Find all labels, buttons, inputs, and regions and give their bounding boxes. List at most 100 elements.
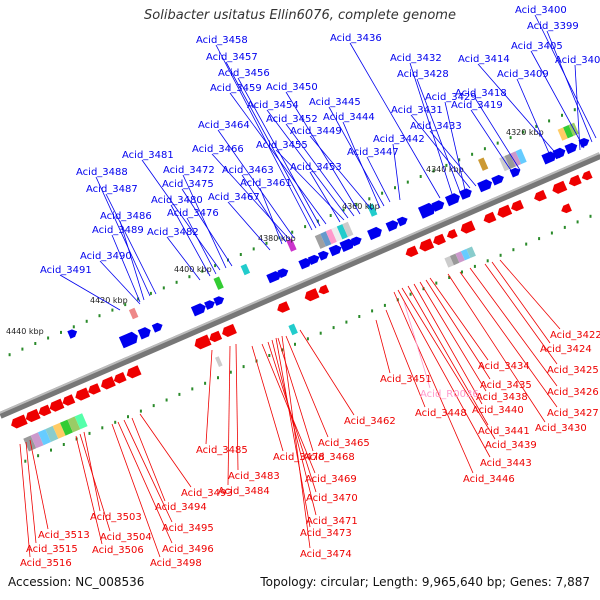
leader-Acid_3430	[447, 273, 546, 423]
gc-block-upper-mid-6	[342, 221, 354, 237]
reverse-gene-15	[304, 288, 320, 302]
leader-Acid_3488	[95, 176, 151, 297]
gene-label-Acid_3470: Acid_3470	[306, 493, 358, 504]
tick-bottom	[576, 220, 579, 224]
gene-label-Acid_3405: Acid_3405	[511, 41, 563, 52]
forward-gene-4	[190, 303, 206, 317]
leader-Acid_3495	[123, 419, 173, 523]
gene-label-Acid_3453: Acid_3453	[290, 162, 342, 173]
reverse-gene-x	[561, 203, 572, 214]
leader-Acid_3442	[392, 143, 401, 201]
tick-top	[239, 253, 242, 256]
tick-bottom	[409, 292, 412, 296]
reverse-gene-23	[497, 204, 513, 218]
gene-label-Acid_3431: Acid_3431	[391, 105, 443, 116]
tick-top	[419, 175, 422, 178]
tick-bottom	[473, 264, 476, 268]
reverse-gene-11	[194, 334, 212, 350]
leader-Acid_3470	[267, 341, 317, 493]
gene-label-Acid_3443: Acid_3443	[480, 458, 532, 469]
gene-label-Acid_3422: Acid_3422	[550, 330, 600, 341]
leader-Acid_3491	[59, 274, 121, 311]
leader-Acid_3426	[469, 267, 558, 387]
gc-block-lower-left-2	[30, 432, 44, 449]
tick-bottom	[486, 259, 489, 263]
tick-bottom	[332, 326, 335, 330]
gene-label-Acid_3449: Acid_3449	[290, 126, 342, 137]
forward-gene-22	[477, 179, 492, 193]
gene-label-Acid_3496: Acid_3496	[162, 544, 214, 555]
gene-label-Acid_3495: Acid_3495	[162, 523, 214, 534]
leader-Acid_3456	[237, 77, 321, 227]
tick-top	[124, 303, 127, 307]
gene-label-Acid_3441: Acid_3441	[478, 426, 530, 437]
leader-Acid_3447	[366, 156, 391, 203]
reverse-gene-26	[552, 180, 568, 194]
tick-top	[8, 353, 11, 357]
scale-label-6: 4340 kbp	[426, 165, 464, 174]
gc-block-lower-left-1	[23, 435, 37, 452]
gene-label-Acid_3445: Acid_3445	[309, 97, 361, 108]
scale-label-4: 4380 kbp	[258, 234, 296, 243]
gene-label-Acid_3513: Acid_3513	[38, 530, 90, 541]
backbone-highlight	[0, 152, 600, 414]
map-title: Solibacter usitatus Ellin6076, complete …	[144, 8, 456, 23]
tick-top	[368, 197, 371, 201]
gene-label-Acid_3516: Acid_3516	[20, 558, 72, 569]
tick-top	[381, 191, 384, 195]
forward-gene-24	[509, 167, 521, 178]
leader-Acid_3450	[285, 91, 361, 215]
leader-Acid_3455	[275, 149, 345, 221]
gc-block-upper-mid-3	[325, 228, 337, 245]
forward-gene-5	[204, 300, 215, 310]
leader-Acid_3486	[119, 220, 145, 301]
gene-label-Acid_3444: Acid_3444	[323, 112, 375, 123]
reverse-gene-12	[209, 330, 223, 343]
leader-Acid_3448	[385, 309, 426, 408]
gene-label-Acid_3482: Acid_3482	[147, 227, 199, 238]
tick-top	[522, 130, 525, 134]
leader-Acid_3438	[419, 281, 487, 392]
tick-top	[47, 336, 50, 340]
gene-labels: Acid_3400 Acid_3399 Acid_3405 Acid_3403 Acid…	[20, 5, 600, 569]
gc-block-upper-right-3	[510, 151, 522, 167]
genome-summary: Topology: circular; Length: 9,965,640 bp…	[260, 575, 590, 589]
forward-gene-13	[339, 238, 355, 252]
leader-Acid_3458	[215, 44, 313, 231]
leader-Acid_3445	[328, 106, 385, 207]
leader-Acid_3489	[111, 234, 141, 303]
tick-bottom	[37, 454, 40, 458]
gene-label-Acid_3419: Acid_3419	[451, 100, 503, 111]
gene-label-Acid_3503: Acid_3503	[90, 512, 142, 523]
leader-Acid_3466	[211, 153, 291, 241]
leader-Acid_3513	[29, 439, 49, 530]
gene-label-Acid_3451: Acid_3451	[380, 374, 432, 385]
leader-Acid_3439	[401, 287, 496, 440]
gc-block-lower-mid-2	[449, 253, 460, 266]
tick-bottom	[345, 320, 348, 324]
reverse-gene-19	[433, 233, 446, 246]
gene-label-Acid_3466: Acid_3466	[192, 144, 244, 155]
gc-block-lower-left-8	[74, 413, 88, 430]
gene-label-Acid_3433: Acid_3433	[410, 121, 462, 132]
forward-gene-8	[277, 268, 289, 279]
gene-label-Acid_3400: Acid_3400	[515, 5, 567, 16]
leader-Acid_3506	[75, 435, 103, 545]
tick-top	[98, 314, 101, 318]
forward-gene-0	[67, 329, 78, 339]
gene-label-Acid_3403: Acid_3403	[555, 55, 600, 66]
leader-Acid_3480	[170, 204, 211, 277]
reverse-gene-17	[405, 245, 419, 257]
forward-strand-genes	[67, 138, 590, 349]
gene-label-Acid_3424: Acid_3424	[540, 344, 592, 355]
tick-bottom	[101, 426, 104, 430]
gc-block-lower-mid-3	[455, 251, 465, 263]
gene-label-Acid_3474: Acid_3474	[300, 549, 352, 560]
leader-Acid_3429	[444, 101, 466, 191]
gene-label-Acid_3447: Acid_3447	[347, 147, 399, 158]
gene-label-Acid_3427: Acid_3427	[547, 408, 599, 419]
tick-top	[561, 113, 563, 117]
gc-block-lower-left-4	[45, 425, 59, 442]
leader-Acid_3487	[105, 193, 157, 295]
tick-top	[445, 163, 448, 167]
